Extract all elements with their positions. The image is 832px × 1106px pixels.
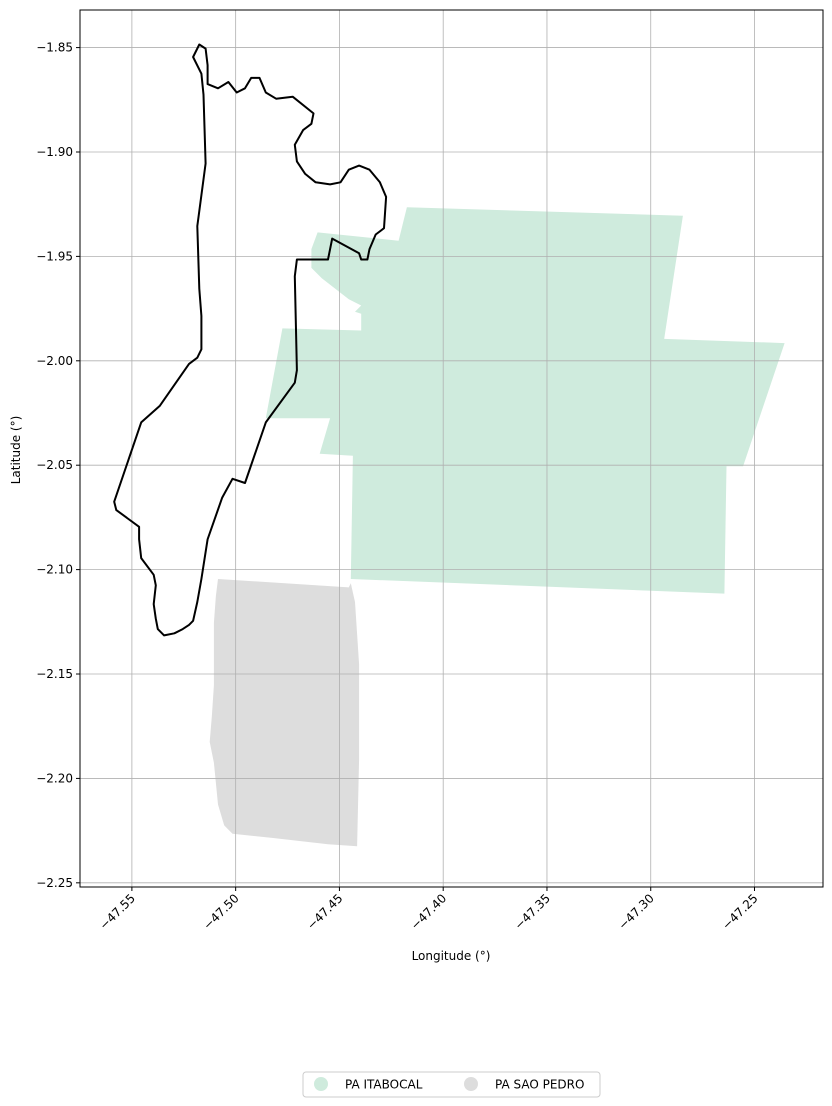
y-tick-label: −2.15: [36, 667, 73, 681]
x-axis-label: Longitude (°): [412, 949, 491, 963]
region-pa-itabocal: [265, 207, 785, 594]
y-tick-label: −1.95: [36, 249, 73, 263]
legend: PA ITABOCAL PA SAO PEDRO: [302, 1071, 601, 1098]
outline-layer: [113, 43, 388, 637]
y-axis-label: Latitude (°): [9, 416, 23, 485]
plot-frame: [79, 9, 824, 888]
region-pa-sao-pedro: [209, 579, 360, 847]
y-tick-label: −1.85: [36, 41, 73, 55]
legend-label-sao-pedro: PA SAO PEDRO: [495, 1078, 584, 1092]
legend-label-itabocal: PA ITABOCAL: [345, 1078, 423, 1092]
legend-marker-sao-pedro: [464, 1077, 478, 1091]
legend-marker-itabocal: [314, 1077, 328, 1091]
y-tick-label: −2.00: [36, 354, 73, 368]
legend-frame: [302, 1071, 601, 1098]
y-tick-label: −2.10: [36, 563, 73, 577]
municipality-outline: [113, 43, 388, 637]
y-tick-label: −1.90: [36, 145, 73, 159]
y-tick-label: −2.20: [36, 771, 73, 785]
y-tick-label: −2.05: [36, 458, 73, 472]
y-tick-label: −2.25: [36, 876, 73, 890]
regions-layer: [209, 207, 785, 847]
